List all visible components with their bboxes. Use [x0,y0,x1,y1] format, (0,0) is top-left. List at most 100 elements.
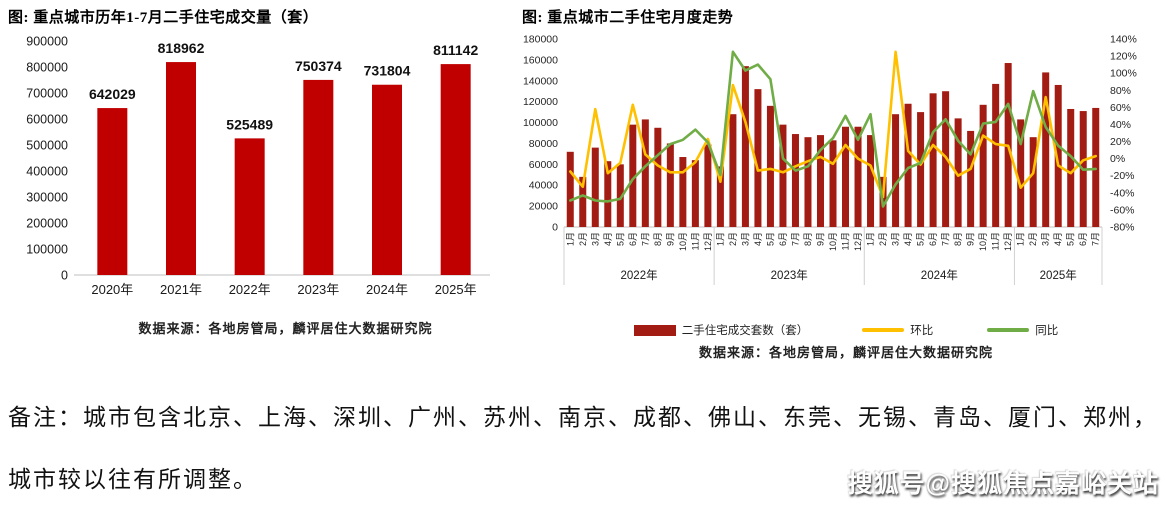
monthly-bar [979,104,987,227]
right-axis-tick-label: -80% [1110,222,1135,234]
monthly-bar [729,114,737,227]
right-axis-tick-label: 100% [1110,68,1137,80]
month-tick-label: 4月 [753,232,763,246]
x-axis-category-label: 2022年 [229,282,271,297]
month-tick-label: 3月 [891,232,901,246]
month-tick-label: 1月 [1016,232,1026,246]
y-axis-tick-label: 400000 [26,165,68,179]
month-tick-label: 2月 [578,232,588,246]
month-tick-label: 12月 [703,232,713,251]
bar-value-label: 525489 [226,116,273,132]
right-axis-tick-label: 20% [1110,136,1131,148]
monthly-bar [716,166,724,227]
monthly-bar [929,93,937,227]
bar-value-label: 642029 [89,86,136,102]
yoy-line-swatch [987,328,1030,332]
month-tick-label: 11月 [841,232,851,250]
month-tick-label: 7月 [640,232,650,246]
monthly-bar [1042,72,1050,227]
left-axis-tick-label: 120000 [523,96,558,108]
month-tick-label: 10月 [678,232,688,251]
x-axis-category-label: 2025年 [435,282,477,297]
month-tick-label: 5月 [1066,232,1076,246]
right-axis-tick-label: 140% [1110,34,1137,46]
monthly-bar [992,83,1000,228]
monthly-chart-source: 数据来源：各地房管局，麟评居住大数据研究院 [698,345,993,360]
watermark-text: 搜狐号@搜狐焦点嘉峪关站 [847,470,1159,498]
year-group-label: 2022年 [621,268,658,282]
legend-item-bars: 二手住宅成交套数（套） [633,322,809,338]
monthly-bar [691,160,699,227]
month-tick-label: 8月 [953,232,963,246]
monthly-bar [917,112,925,227]
monthly-chart-title: 图: 重点城市二手住宅月度走势 [522,10,734,26]
bar-2020年 [97,108,128,276]
monthly-bar [1029,137,1037,227]
y-axis-tick-label: 100000 [26,243,68,257]
monthly-bar [629,124,637,227]
y-axis-tick-label: 700000 [26,87,68,101]
left-axis-tick-label: 0 [552,222,558,234]
monthly-bar [741,66,749,228]
y-axis-tick-label: 900000 [26,35,68,49]
month-tick-label: 4月 [903,232,913,246]
monthly-bar [766,105,774,227]
month-tick-label: 11月 [991,232,1001,250]
right-axis-tick-label: 0% [1110,153,1125,165]
mom-line [568,50,1098,199]
left-axis-tick-label: 140000 [523,75,558,87]
x-axis-category-label: 2021年 [160,282,202,297]
bar-value-label: 818962 [158,40,205,56]
legend-item-mom: 环比 [862,322,933,338]
monthly-combo-chart: 0 20000 40000 60000 80000 100000 120000 140000 1… [523,34,1137,285]
monthly-bar [954,118,962,227]
yoy-line [568,50,1098,208]
month-tick-label: 9月 [966,232,976,246]
monthly-bar [754,89,762,227]
bar-2025年 [440,64,471,275]
right-axis-tick-label: -20% [1110,170,1135,182]
y-axis-tick-label: 0 [61,269,68,283]
monthly-bar [804,137,812,227]
monthly-bar [1054,84,1062,227]
month-tick-label: 5月 [765,232,775,246]
bar-series-swatch [633,324,676,336]
month-tick-label: 12月 [853,232,863,251]
bar-series-label: 二手住宅成交套数（套） [681,325,809,337]
monthly-chart-legend: 二手住宅成交套数（套） 环比 同比 [522,322,1170,338]
monthly-bar [1067,108,1075,227]
monthly-bar [579,176,587,227]
note-text-line1: 备注：城市包含北京、上海、深圳、广州、苏州、南京、成都、佛山、东莞、无锡、青岛、… [8,405,1158,430]
bar-value-label: 750374 [295,58,342,74]
bar-2023年 [303,79,334,275]
month-tick-label: 7月 [790,232,800,246]
month-tick-label: 8月 [803,232,813,246]
legend-item-yoy: 同比 [987,322,1058,338]
annual-chart-title: 图: 重点城市历年1-7月二手住宅成交量（套） [8,10,319,26]
month-tick-label: 6月 [628,232,638,246]
left-axis-tick-label: 100000 [523,117,558,129]
month-tick-label: 1月 [715,232,725,246]
x-axis-category-label: 2023年 [297,282,339,297]
bar-value-label: 811142 [433,42,478,58]
month-tick-label: 4月 [1053,232,1063,246]
month-tick-label: 11月 [690,232,700,250]
monthly-bar [904,103,912,227]
monthly-bar [791,134,799,227]
y-axis-tick-label: 500000 [26,139,68,153]
monthly-bar [842,126,850,227]
bar-2022年 [234,138,265,275]
month-tick-label: 7月 [941,232,951,246]
monthly-bar [566,151,574,227]
month-tick-label: 4月 [603,232,613,246]
monthly-bar [604,161,612,227]
month-tick-label: 12月 [1003,232,1013,251]
month-tick-label: 6月 [928,232,938,246]
monthly-bar [679,157,687,227]
annual-chart-panel: 图: 重点城市历年1-7月二手住宅成交量（套） 0 100000 200000 300… [8,6,508,337]
month-tick-label: 3月 [1041,232,1051,246]
yoy-series-label: 同比 [1035,325,1059,337]
monthly-bar [704,144,712,227]
monthly-bar [641,119,649,227]
month-tick-label: 10月 [978,232,988,251]
